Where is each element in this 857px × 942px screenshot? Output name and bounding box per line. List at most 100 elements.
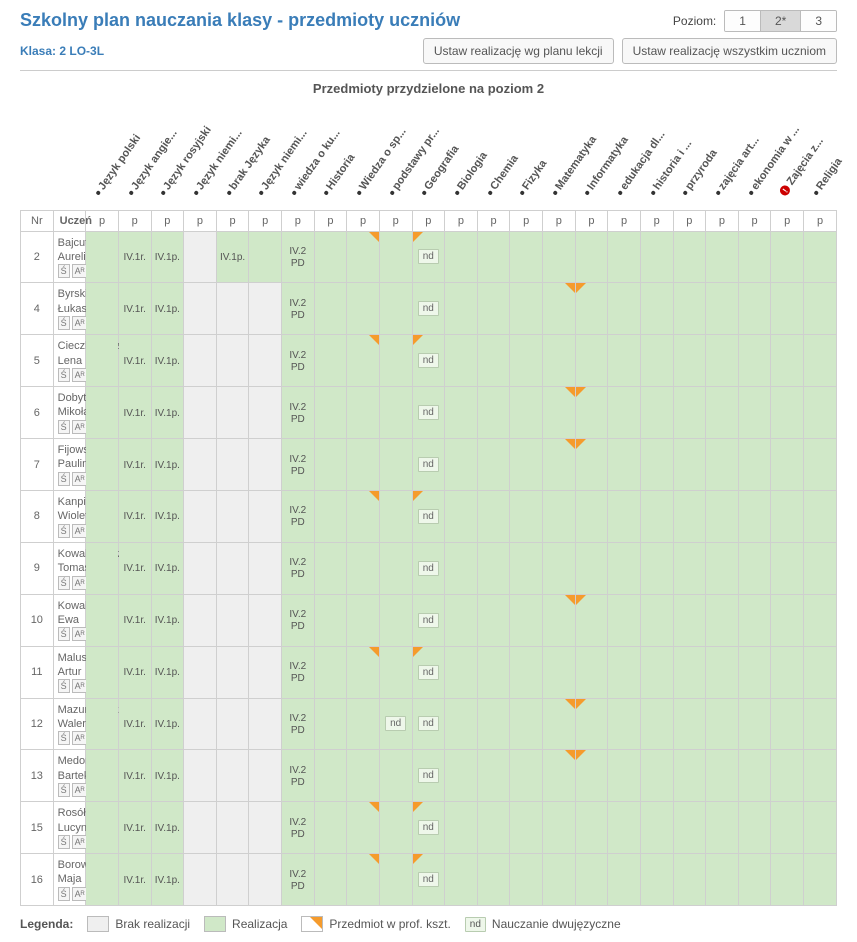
subject-cell[interactable] — [575, 854, 608, 906]
subject-cell[interactable]: IV.1r. — [118, 283, 151, 335]
subject-cell[interactable] — [445, 387, 478, 439]
subject-cell[interactable]: nd — [379, 698, 412, 750]
subject-cell[interactable]: IV.1r. — [118, 854, 151, 906]
subject-cell[interactable]: IV.2 PD — [282, 854, 315, 906]
subject-cell[interactable] — [771, 439, 804, 491]
subject-cell[interactable] — [608, 802, 641, 854]
subject-cell[interactable] — [543, 854, 576, 906]
subject-cell[interactable] — [673, 802, 706, 854]
subject-cell[interactable] — [86, 854, 119, 906]
subject-cell[interactable] — [184, 646, 217, 698]
badge-s[interactable]: Ś — [58, 835, 70, 849]
subject-cell[interactable]: nd — [412, 387, 445, 439]
subject-cell[interactable] — [575, 387, 608, 439]
subject-cell[interactable] — [640, 283, 673, 335]
subject-cell[interactable]: IV.1p. — [151, 698, 184, 750]
badge-s[interactable]: Ś — [58, 627, 70, 641]
subject-cell[interactable] — [184, 542, 217, 594]
subject-cell[interactable] — [640, 854, 673, 906]
subject-cell[interactable] — [608, 594, 641, 646]
subject-cell[interactable] — [510, 231, 543, 283]
subject-cell[interactable] — [673, 542, 706, 594]
subject-cell[interactable] — [184, 854, 217, 906]
subject-cell[interactable] — [314, 698, 347, 750]
subject-cell[interactable]: IV.1r. — [118, 231, 151, 283]
subject-cell[interactable] — [86, 231, 119, 283]
subject-cell[interactable] — [608, 750, 641, 802]
subject-cell[interactable] — [86, 335, 119, 387]
subject-cell[interactable] — [249, 231, 282, 283]
subject-cell[interactable] — [608, 854, 641, 906]
subject-cell[interactable] — [673, 439, 706, 491]
subject-cell[interactable] — [184, 283, 217, 335]
subject-cell[interactable] — [706, 283, 739, 335]
subject-cell[interactable]: nd — [412, 283, 445, 335]
subject-cell[interactable] — [184, 750, 217, 802]
level-button-1[interactable]: 1 — [725, 11, 761, 31]
subject-cell[interactable] — [804, 231, 837, 283]
subject-cell[interactable] — [216, 387, 249, 439]
subject-cell[interactable] — [314, 854, 347, 906]
subject-cell[interactable] — [379, 750, 412, 802]
subject-cell[interactable] — [86, 283, 119, 335]
subject-cell[interactable] — [804, 490, 837, 542]
subject-cell[interactable] — [706, 490, 739, 542]
subject-cell[interactable] — [608, 646, 641, 698]
subject-cell[interactable] — [804, 387, 837, 439]
subject-cell[interactable] — [804, 594, 837, 646]
subject-cell[interactable] — [379, 646, 412, 698]
subject-cell[interactable] — [216, 283, 249, 335]
subject-cell[interactable] — [575, 646, 608, 698]
subject-cell[interactable] — [771, 231, 804, 283]
subject-cell[interactable]: nd — [412, 490, 445, 542]
subject-cell[interactable] — [738, 490, 771, 542]
subject-cell[interactable]: nd — [412, 802, 445, 854]
subject-cell[interactable] — [216, 335, 249, 387]
subject-cell[interactable] — [804, 698, 837, 750]
subject-cell[interactable]: nd — [412, 335, 445, 387]
subject-cell[interactable] — [608, 439, 641, 491]
subject-cell[interactable] — [575, 698, 608, 750]
badge-s[interactable]: Ś — [58, 524, 70, 538]
subject-cell[interactable] — [477, 490, 510, 542]
subject-cell[interactable] — [379, 387, 412, 439]
subject-cell[interactable] — [314, 231, 347, 283]
subject-cell[interactable] — [347, 490, 380, 542]
subject-cell[interactable]: nd — [412, 594, 445, 646]
subject-cell[interactable] — [738, 698, 771, 750]
subject-cell[interactable]: IV.1r. — [118, 542, 151, 594]
subject-cell[interactable] — [510, 283, 543, 335]
subject-cell[interactable] — [673, 594, 706, 646]
subject-cell[interactable] — [445, 698, 478, 750]
subject-cell[interactable] — [184, 231, 217, 283]
subject-cell[interactable] — [640, 387, 673, 439]
subject-cell[interactable]: IV.2 PD — [282, 646, 315, 698]
subject-cell[interactable] — [379, 594, 412, 646]
subject-cell[interactable] — [379, 542, 412, 594]
subject-cell[interactable] — [86, 750, 119, 802]
subject-cell[interactable] — [445, 646, 478, 698]
subject-cell[interactable]: IV.1r. — [118, 439, 151, 491]
subject-cell[interactable] — [738, 335, 771, 387]
subject-cell[interactable] — [86, 594, 119, 646]
subject-cell[interactable] — [804, 335, 837, 387]
subject-cell[interactable] — [477, 283, 510, 335]
subject-cell[interactable] — [510, 594, 543, 646]
subject-cell[interactable] — [640, 439, 673, 491]
subject-cell[interactable] — [543, 698, 576, 750]
subject-cell[interactable] — [379, 283, 412, 335]
subject-cell[interactable] — [706, 854, 739, 906]
subject-cell[interactable] — [640, 750, 673, 802]
subject-cell[interactable] — [445, 542, 478, 594]
subject-cell[interactable] — [804, 542, 837, 594]
subject-cell[interactable]: IV.1p. — [151, 231, 184, 283]
level-button-2*[interactable]: 2* — [761, 11, 801, 31]
subject-cell[interactable]: IV.1p. — [151, 750, 184, 802]
subject-cell[interactable] — [738, 802, 771, 854]
subject-cell[interactable] — [249, 283, 282, 335]
subject-cell[interactable] — [771, 542, 804, 594]
subject-cell[interactable] — [543, 594, 576, 646]
subject-cell[interactable] — [347, 542, 380, 594]
subject-cell[interactable] — [216, 854, 249, 906]
subject-cell[interactable]: IV.2 PD — [282, 283, 315, 335]
